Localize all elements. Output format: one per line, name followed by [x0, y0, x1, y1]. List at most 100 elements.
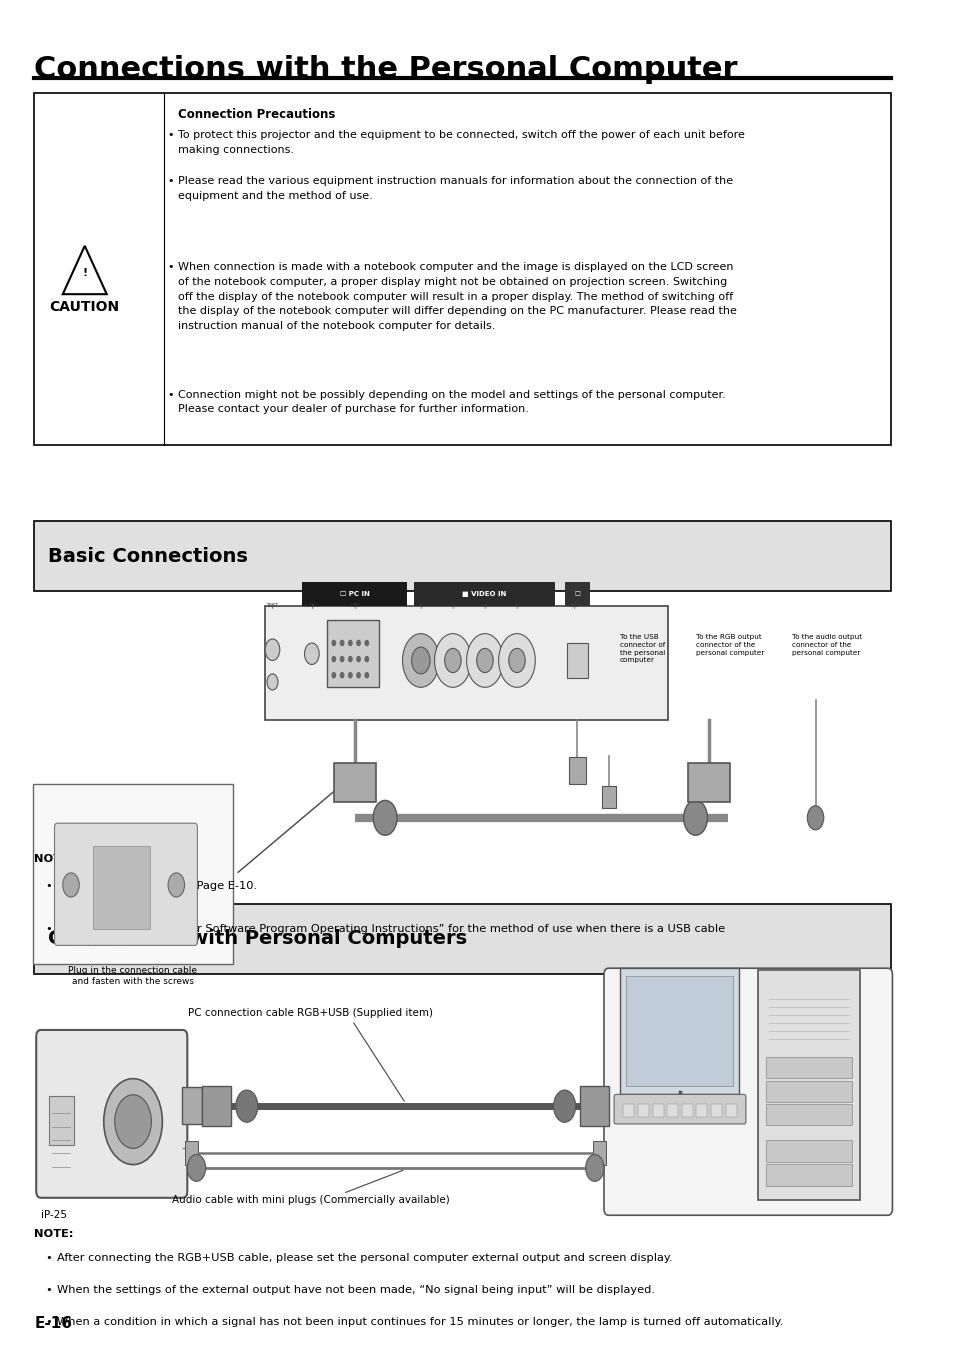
Text: •: • [46, 1285, 52, 1296]
Text: Input Connectors → See Page E-10.: Input Connectors → See Page E-10. [57, 881, 257, 890]
FancyBboxPatch shape [765, 1056, 851, 1078]
Circle shape [356, 640, 360, 646]
Text: V: V [451, 604, 454, 608]
FancyBboxPatch shape [710, 1104, 721, 1117]
FancyBboxPatch shape [265, 605, 667, 720]
Circle shape [340, 640, 343, 646]
FancyBboxPatch shape [564, 581, 590, 605]
Text: When a condition in which a signal has not been input continues for 15 minutes o: When a condition in which a signal has n… [57, 1317, 782, 1327]
Text: When the settings of the external output have not been made, “No signal being in: When the settings of the external output… [57, 1285, 655, 1296]
Circle shape [168, 873, 184, 897]
Text: To protect this projector and the equipment to be connected, switch off the powe: To protect this projector and the equipm… [178, 131, 744, 155]
Text: •: • [46, 924, 52, 934]
FancyBboxPatch shape [614, 1094, 745, 1124]
FancyBboxPatch shape [49, 1096, 73, 1146]
Circle shape [332, 640, 335, 646]
FancyBboxPatch shape [681, 1104, 692, 1117]
Circle shape [476, 648, 493, 673]
Text: Connection might not be possibly depending on the model and settings of the pers: Connection might not be possibly dependi… [178, 389, 725, 415]
Circle shape [235, 1090, 257, 1123]
Circle shape [104, 1078, 162, 1165]
Circle shape [332, 657, 335, 662]
Text: CAUTION: CAUTION [50, 300, 120, 313]
FancyBboxPatch shape [593, 1142, 605, 1166]
Text: •: • [167, 131, 173, 141]
Text: Please read the various equipment instruction manuals for information about the : Please read the various equipment instru… [178, 176, 733, 201]
Circle shape [348, 673, 352, 678]
Text: Audio cable with mini plugs (Commercially available): Audio cable with mini plugs (Commerciall… [172, 1194, 450, 1205]
Circle shape [187, 1155, 206, 1181]
Text: ■ VIDEO IN: ■ VIDEO IN [462, 590, 506, 597]
FancyBboxPatch shape [32, 785, 233, 965]
Text: S: S [418, 604, 422, 608]
Text: •: • [46, 881, 52, 890]
Circle shape [356, 657, 360, 662]
FancyBboxPatch shape [638, 1104, 648, 1117]
Circle shape [365, 673, 368, 678]
FancyBboxPatch shape [765, 1081, 851, 1102]
Circle shape [267, 674, 277, 690]
Text: •: • [46, 1252, 52, 1263]
FancyBboxPatch shape [34, 521, 890, 590]
Circle shape [340, 657, 343, 662]
Text: Plug in the connection cable
and fasten with the screws: Plug in the connection cable and fasten … [69, 966, 197, 986]
Circle shape [553, 1090, 575, 1123]
Text: Connection Precautions: Connection Precautions [178, 108, 335, 120]
FancyBboxPatch shape [36, 1029, 187, 1198]
FancyBboxPatch shape [619, 969, 738, 1094]
Circle shape [402, 634, 438, 688]
Text: ☐ PC IN: ☐ PC IN [339, 590, 369, 597]
Circle shape [683, 800, 707, 835]
FancyBboxPatch shape [757, 970, 860, 1201]
Text: PC connection cable RGB+USB (Supplied item): PC connection cable RGB+USB (Supplied it… [189, 1008, 433, 1017]
FancyBboxPatch shape [413, 581, 555, 605]
Circle shape [435, 634, 471, 688]
Circle shape [265, 639, 279, 661]
Circle shape [365, 640, 368, 646]
Circle shape [340, 673, 343, 678]
Text: To the RGB output
connector of the
personal computer: To the RGB output connector of the perso… [695, 634, 763, 655]
Circle shape [466, 634, 503, 688]
Text: NOTE:: NOTE: [34, 1228, 73, 1239]
Circle shape [356, 673, 360, 678]
Circle shape [508, 648, 525, 673]
Text: L: L [483, 604, 486, 608]
Circle shape [498, 634, 535, 688]
FancyBboxPatch shape [327, 620, 378, 688]
Text: □: □ [574, 592, 579, 596]
FancyBboxPatch shape [202, 1086, 231, 1127]
FancyBboxPatch shape [579, 1086, 609, 1127]
Circle shape [348, 640, 352, 646]
Text: •: • [167, 389, 173, 400]
Text: After connecting the RGB+USB cable, please set the personal computer external ou: After connecting the RGB+USB cable, plea… [57, 1252, 672, 1263]
FancyBboxPatch shape [182, 1088, 202, 1124]
FancyBboxPatch shape [54, 823, 197, 946]
Circle shape [304, 643, 319, 665]
FancyBboxPatch shape [625, 977, 732, 1086]
Circle shape [332, 673, 335, 678]
FancyBboxPatch shape [569, 758, 585, 785]
FancyBboxPatch shape [603, 969, 891, 1216]
Text: TEST: TEST [266, 604, 278, 608]
Circle shape [373, 800, 396, 835]
FancyBboxPatch shape [185, 1142, 198, 1166]
Text: Connections with Personal Computers: Connections with Personal Computers [48, 929, 467, 948]
Text: Connections with the Personal Computer: Connections with the Personal Computer [34, 55, 737, 84]
Text: R: R [515, 604, 518, 608]
Circle shape [114, 1094, 152, 1148]
FancyBboxPatch shape [601, 785, 616, 808]
FancyBboxPatch shape [765, 1140, 851, 1162]
FancyBboxPatch shape [34, 904, 890, 974]
FancyBboxPatch shape [725, 1104, 736, 1117]
FancyBboxPatch shape [652, 1104, 663, 1117]
FancyBboxPatch shape [765, 1104, 851, 1125]
Circle shape [585, 1155, 603, 1181]
FancyBboxPatch shape [622, 1104, 634, 1117]
Circle shape [365, 657, 368, 662]
FancyBboxPatch shape [567, 643, 587, 678]
Text: NOTE:: NOTE: [34, 854, 73, 865]
FancyBboxPatch shape [696, 1104, 707, 1117]
Circle shape [806, 805, 822, 830]
FancyBboxPatch shape [301, 581, 407, 605]
Text: !: ! [82, 267, 88, 278]
